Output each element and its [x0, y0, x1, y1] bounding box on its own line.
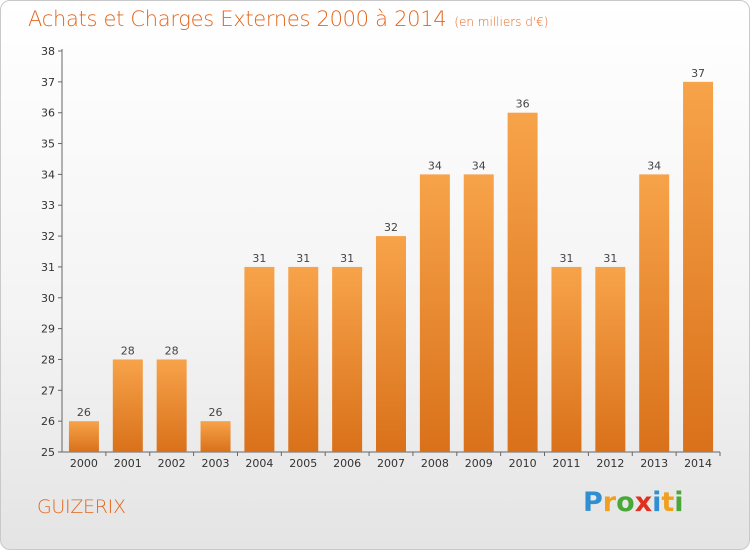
- bar: [595, 266, 626, 452]
- y-tick-label: 25: [41, 446, 55, 459]
- bar: [376, 236, 406, 452]
- bar-value-label: 28: [165, 344, 179, 357]
- y-tick-label: 26: [41, 415, 55, 428]
- x-tick-label: 2005: [289, 457, 317, 470]
- y-tick-label: 31: [41, 261, 55, 274]
- bar-value-label: 28: [121, 344, 135, 357]
- x-tick-label: 2013: [640, 457, 668, 470]
- logo-letter: P: [583, 487, 603, 518]
- x-tick-label: 2004: [245, 457, 273, 470]
- x-tick-label: 2014: [684, 457, 712, 470]
- bar: [288, 266, 319, 452]
- y-tick-label: 35: [41, 138, 55, 151]
- y-tick-label: 37: [41, 76, 55, 89]
- x-tick-label: 2007: [377, 457, 405, 470]
- unit-text: (en milliers d'€): [454, 15, 549, 29]
- logo-letter: o: [616, 487, 635, 518]
- x-tick-label: 2002: [158, 457, 186, 470]
- bar-value-label: 31: [340, 252, 354, 265]
- bar: [463, 174, 494, 452]
- commune-name: GUIZERIX: [37, 496, 126, 518]
- bar: [112, 359, 143, 452]
- bar-value-label: 26: [209, 406, 223, 419]
- x-tick-label: 2011: [552, 457, 580, 470]
- bar-value-label: 26: [77, 406, 91, 419]
- bar-value-label: 37: [691, 67, 705, 80]
- bars: 26 28 28 26 31 31 31 32 34 34 36 31 31 34 37: [68, 67, 714, 452]
- bar-value-label: 31: [559, 252, 573, 265]
- y-tick-label: 36: [41, 107, 55, 120]
- bar-value-label: 34: [647, 159, 661, 172]
- logo-letter: x: [634, 487, 653, 518]
- logo-letter: t: [661, 487, 675, 518]
- x-tick-label: 2008: [421, 457, 449, 470]
- y-tick-label: 29: [41, 323, 55, 336]
- axes: 25 26 27 28 29 30 31 32 33 34 35 36 37 38 2000 2001 2002…: [41, 45, 721, 470]
- logo-letter: i: [674, 487, 684, 518]
- bar-value-label: 31: [603, 252, 617, 265]
- bar: [244, 266, 275, 452]
- logo-letter: r: [602, 487, 617, 518]
- x-tick-label: 2012: [596, 457, 624, 470]
- y-tick-label: 28: [41, 353, 55, 366]
- y-tick-label: 34: [41, 168, 55, 181]
- x-tick-label: 2010: [509, 457, 537, 470]
- bar-value-label: 31: [252, 252, 266, 265]
- chart-title: Achats et Charges Externes 2000 à 2014 (e…: [28, 7, 548, 31]
- y-tick-label: 33: [41, 199, 55, 212]
- x-tick-label: 2000: [70, 457, 98, 470]
- bar: [639, 174, 670, 452]
- y-tick-label: 30: [41, 292, 55, 305]
- bar: [332, 266, 363, 452]
- y-tick-label: 38: [41, 45, 55, 58]
- bar: [507, 112, 538, 452]
- x-tick-label: 2003: [202, 457, 230, 470]
- bar-value-label: 36: [516, 98, 530, 111]
- bar-value-label: 34: [472, 159, 486, 172]
- bar-value-label: 32: [384, 221, 398, 234]
- y-tick-label: 32: [41, 230, 55, 243]
- bar-value-label: 34: [428, 159, 442, 172]
- bar: [68, 421, 99, 452]
- bar: [156, 359, 187, 452]
- title-text: Achats et Charges Externes 2000 à 2014: [28, 7, 447, 31]
- bar-value-label: 31: [296, 252, 310, 265]
- y-tick-label: 27: [41, 384, 55, 397]
- bar: [419, 174, 450, 452]
- proxiti-logo: Proxiti: [583, 487, 684, 518]
- bar: [200, 421, 231, 452]
- x-tick-label: 2006: [333, 457, 361, 470]
- bar: [683, 81, 714, 452]
- logo-letter: i: [652, 487, 662, 518]
- x-tick-label: 2009: [465, 457, 493, 470]
- x-tick-label: 2001: [114, 457, 142, 470]
- bar: [551, 266, 582, 452]
